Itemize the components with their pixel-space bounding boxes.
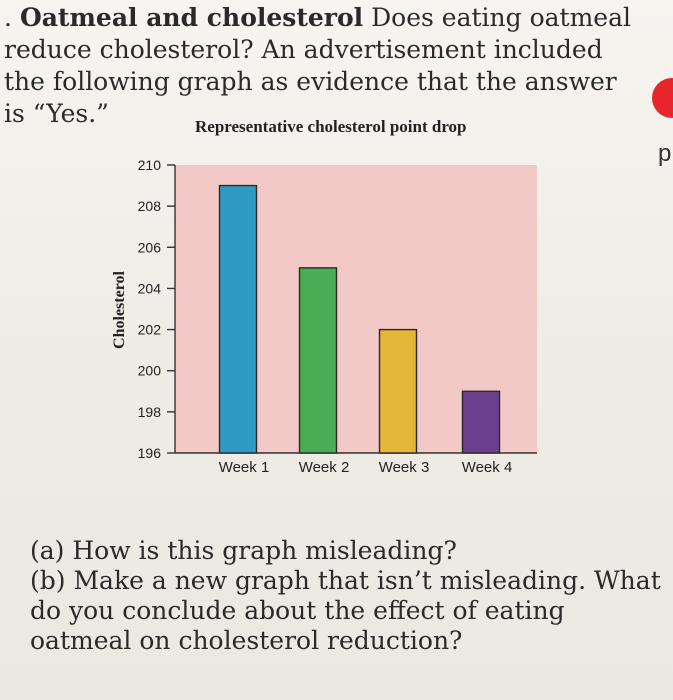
question-b: (b) Make a new graph that isn’t misleadi… xyxy=(30,566,661,655)
margin-letter: p xyxy=(658,140,672,167)
x-tick-labels: Week 1 Week 2 Week 3 Week 4 xyxy=(219,459,513,476)
red-page-tab xyxy=(652,78,673,118)
problem-text: Does eating oatmeal reduce cholesterol? … xyxy=(4,3,631,128)
bar-week-3 xyxy=(378,328,418,454)
bar-week-2 xyxy=(298,267,338,454)
x-tick-label: Week 1 xyxy=(219,459,270,476)
question-a: (a) How is this graph misleading? xyxy=(30,536,457,565)
x-tick-label: Week 3 xyxy=(379,459,430,476)
y-tick-label: 200 xyxy=(138,363,162,379)
y-axis: 196 198 200 202 204 206 208 210 xyxy=(138,157,537,461)
y-tick-label: 198 xyxy=(138,404,162,420)
y-tick-label: 210 xyxy=(138,157,162,173)
y-tick-label: 202 xyxy=(138,322,162,338)
questions: (a) How is this graph misleading? (b) Ma… xyxy=(30,536,670,656)
x-tick-label: Week 2 xyxy=(299,459,350,476)
bar-week-1 xyxy=(218,184,258,454)
y-tick-label: 206 xyxy=(138,239,162,255)
bars xyxy=(218,184,501,454)
problem-statement: . Oatmeal and cholesterol Does eating oat… xyxy=(4,2,644,130)
problem-bullet: . xyxy=(4,3,12,32)
y-tick-label: 196 xyxy=(138,445,162,461)
y-tick-label: 208 xyxy=(138,198,162,214)
chart-title: Representative cholesterol point drop xyxy=(195,117,467,136)
x-tick-label: Week 4 xyxy=(462,459,513,476)
y-tick-label: 204 xyxy=(138,280,162,296)
bar-week-4 xyxy=(461,390,501,454)
y-axis-label: Cholesterol xyxy=(111,270,128,348)
problem-title: Oatmeal and cholesterol xyxy=(19,3,364,32)
